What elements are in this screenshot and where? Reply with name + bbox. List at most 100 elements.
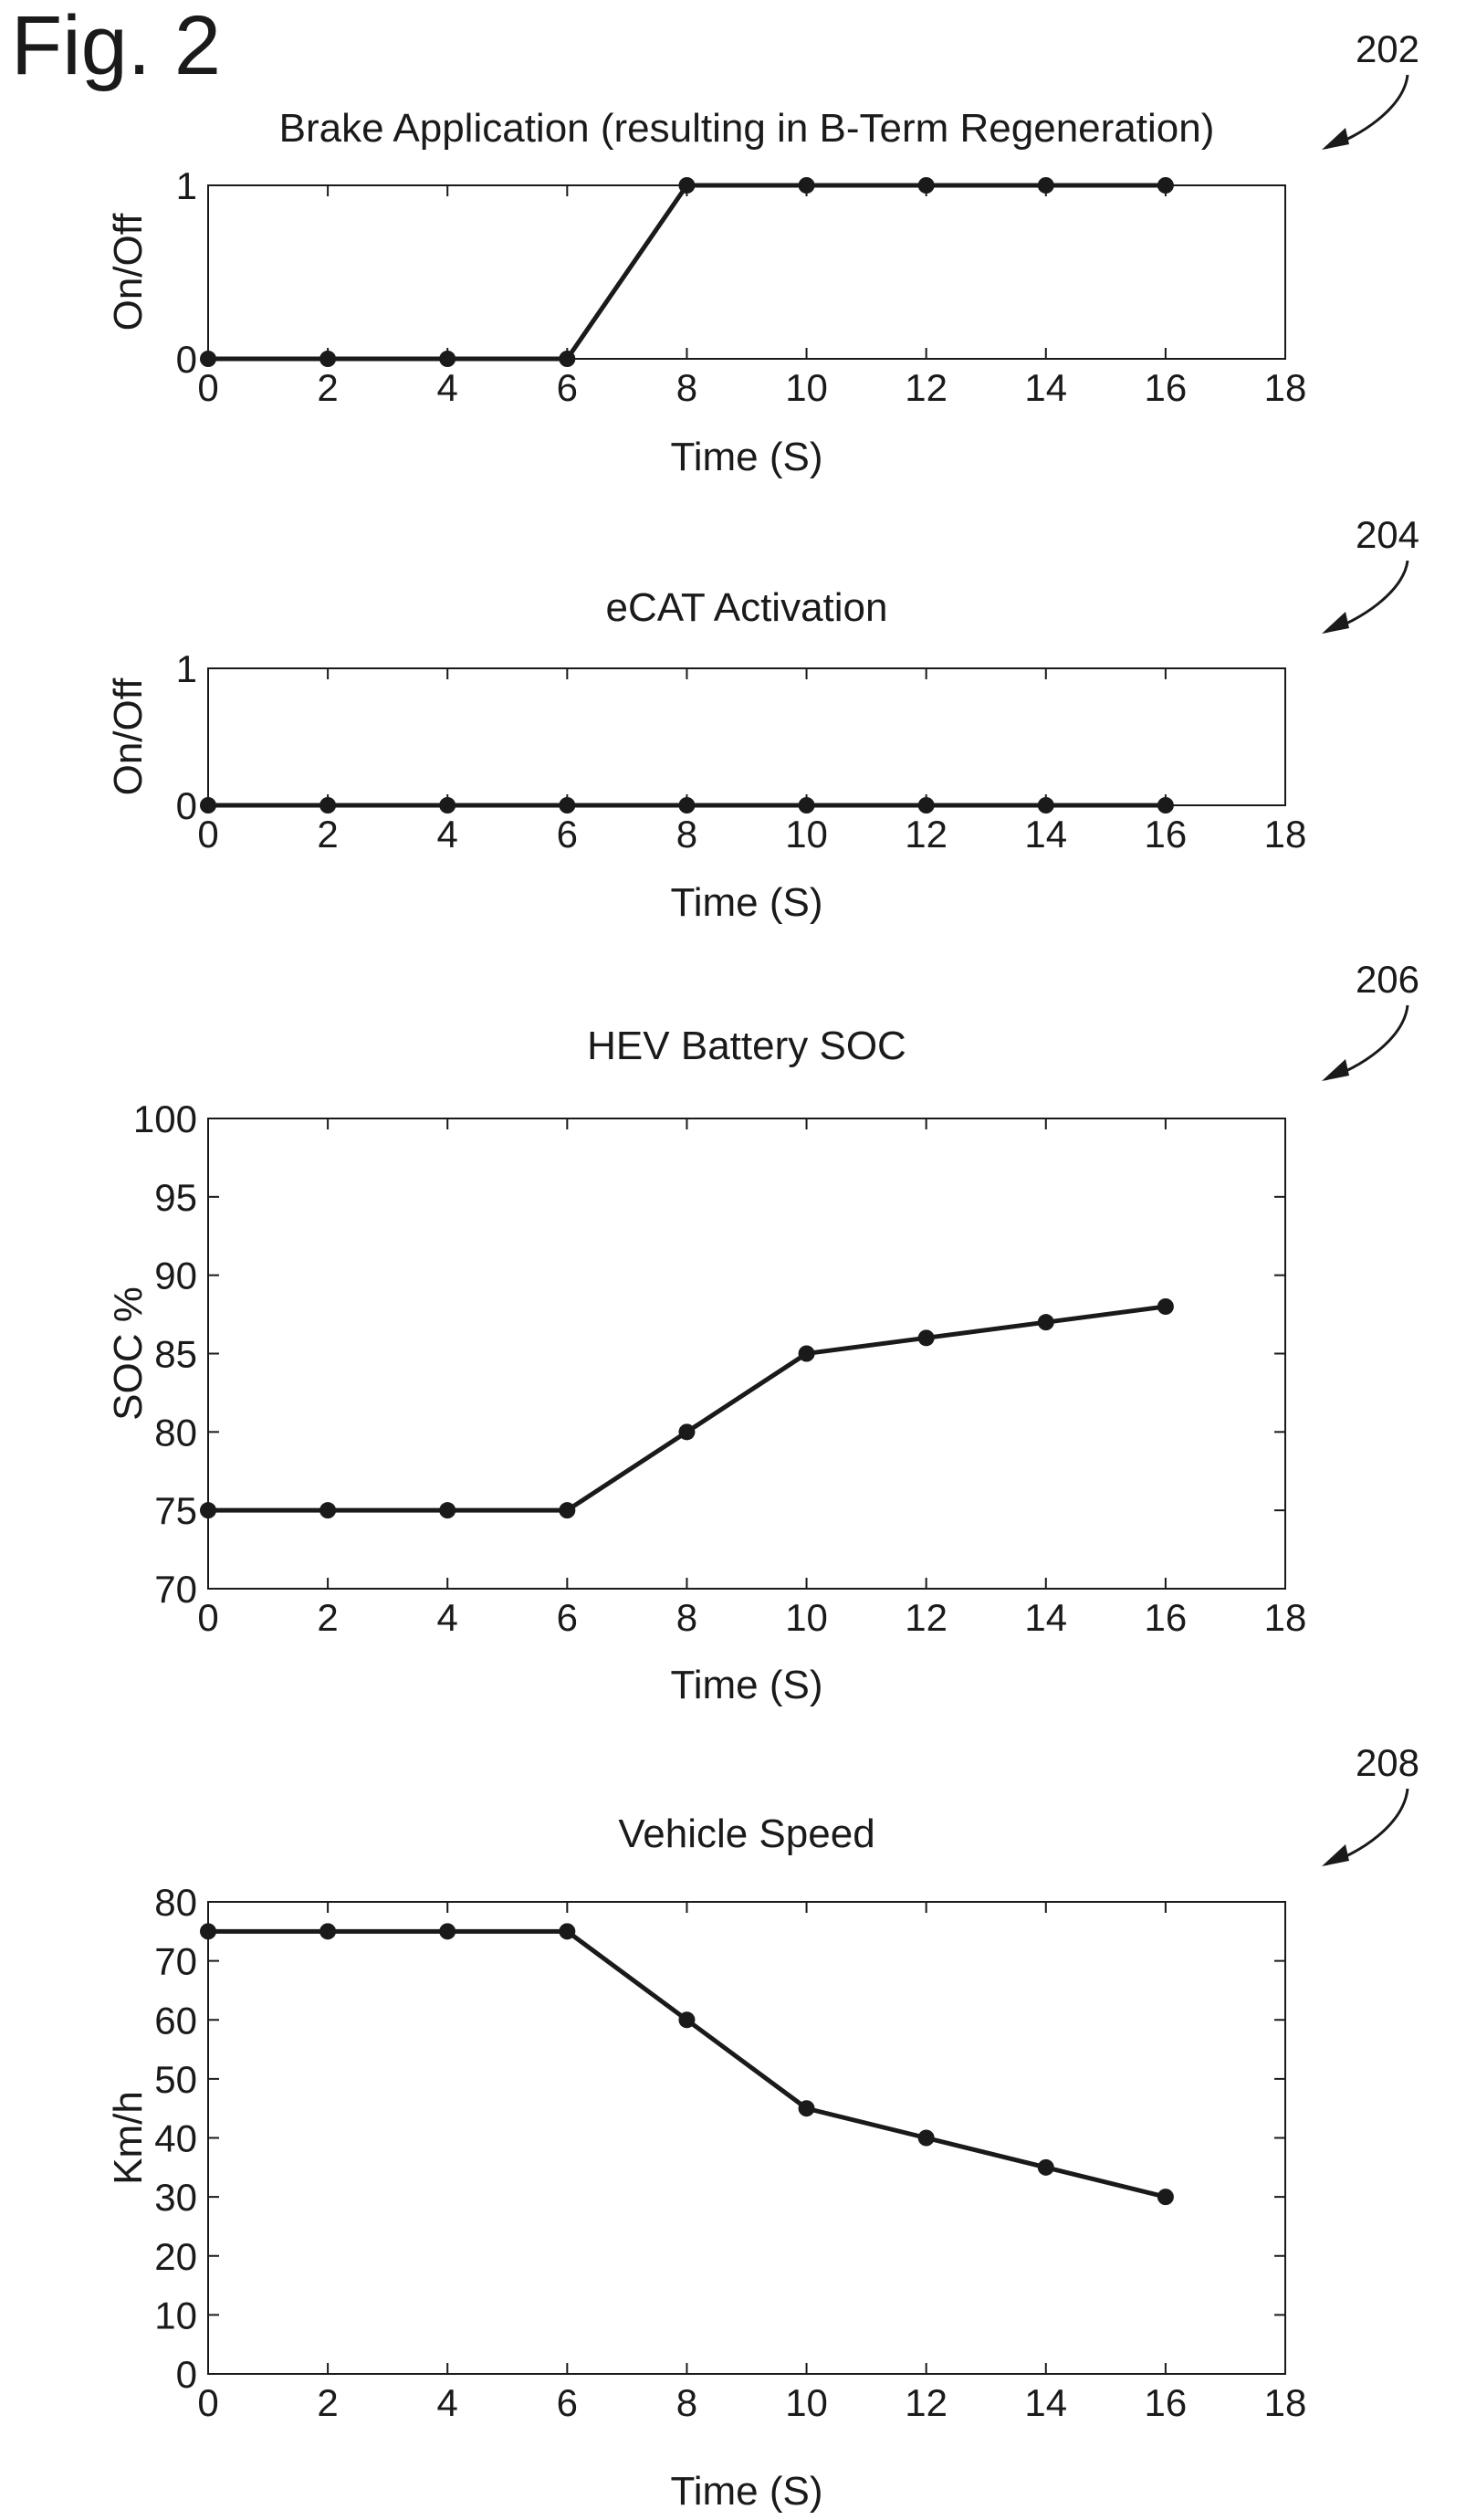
x-axis-label: Time (S) <box>670 2469 822 2514</box>
y-tick-label: 80 <box>154 1881 197 1924</box>
chart-title: Vehicle Speed <box>618 1811 874 1856</box>
x-tick-label: 4 <box>437 366 458 409</box>
x-tick-label: 10 <box>785 1596 828 1639</box>
data-point <box>1157 1298 1174 1315</box>
x-tick-label: 14 <box>1024 2381 1067 2424</box>
data-point <box>319 797 337 814</box>
x-tick-label: 2 <box>317 813 338 856</box>
data-point <box>1157 797 1174 814</box>
y-tick-label: 60 <box>154 1999 197 2042</box>
x-tick-label: 8 <box>676 813 697 856</box>
x-tick-label: 12 <box>905 813 948 856</box>
x-tick-label: 2 <box>317 2381 338 2424</box>
data-point <box>798 1345 815 1362</box>
y-tick-label: 80 <box>154 1411 197 1454</box>
reference-numeral: 202 <box>1356 27 1419 70</box>
data-point <box>200 1502 216 1519</box>
data-point <box>439 1923 456 1940</box>
x-tick-label: 4 <box>437 813 458 856</box>
x-tick-label: 4 <box>437 1596 458 1639</box>
y-axis-label: On/Off <box>106 213 151 331</box>
data-point <box>917 2129 935 2147</box>
x-tick-label: 0 <box>197 2381 218 2424</box>
chart-panel-208: Vehicle Speed 208 0 2 4 6 8 10 12 14 16 18 0 10 20 30 40… <box>106 1741 1419 2514</box>
y-tick-label: 0 <box>176 338 197 381</box>
reference-numeral: 204 <box>1356 513 1419 556</box>
data-point <box>1157 2189 1174 2206</box>
x-tick-label: 10 <box>785 2381 828 2424</box>
series-line <box>208 1304 1167 1513</box>
data-point <box>559 351 576 367</box>
y-tick-label: 50 <box>154 2058 197 2101</box>
data-point <box>1037 2158 1054 2176</box>
reference-arrow-head <box>1322 1059 1349 1081</box>
x-tick-label: 6 <box>557 366 578 409</box>
reference-numeral: 208 <box>1356 1741 1419 1784</box>
x-tick-label: 8 <box>676 2381 697 2424</box>
chart-panel-204: eCAT Activation 204 0 2 4 6 8 10 12 14 16 18 0 1 Time … <box>106 513 1419 925</box>
y-tick-label: 75 <box>154 1489 197 1532</box>
x-tick-label: 0 <box>197 1596 218 1639</box>
x-tick-label: 18 <box>1264 366 1307 409</box>
reference-numeral: 206 <box>1356 958 1419 1001</box>
data-point <box>200 351 216 367</box>
x-tick-label: 6 <box>557 2381 578 2424</box>
x-tick-label: 16 <box>1145 2381 1188 2424</box>
y-tick-label: 40 <box>154 2117 197 2160</box>
x-tick-label: 10 <box>785 813 828 856</box>
x-tick-label: 0 <box>197 813 218 856</box>
x-tick-label: 12 <box>905 2381 948 2424</box>
y-tick-label: 1 <box>176 647 197 690</box>
data-point <box>798 177 815 194</box>
x-tick-label: 12 <box>905 1596 948 1639</box>
data-point <box>319 1923 337 1940</box>
data-point <box>559 1923 576 1940</box>
x-axis-label: Time (S) <box>670 880 822 925</box>
figure-label: Fig. 2 <box>11 0 222 92</box>
data-point <box>200 797 216 814</box>
data-point <box>917 1329 935 1347</box>
x-axis-label: Time (S) <box>670 435 822 479</box>
data-point <box>917 797 935 814</box>
y-tick-label: 1 <box>176 164 197 207</box>
y-tick-label: 100 <box>133 1097 197 1140</box>
x-tick-label: 16 <box>1145 1596 1188 1639</box>
y-tick-label: 70 <box>154 1940 197 1983</box>
x-tick-label: 18 <box>1264 1596 1307 1639</box>
x-tick-label: 16 <box>1145 366 1188 409</box>
data-point <box>798 797 815 814</box>
reference-arrow-head <box>1322 128 1349 150</box>
x-tick-label: 8 <box>676 366 697 409</box>
data-point <box>678 2011 696 2029</box>
data-point <box>439 351 456 367</box>
y-tick-label: 70 <box>154 1568 197 1611</box>
data-point <box>439 797 456 814</box>
plot-frame <box>207 1118 1286 1590</box>
x-tick-label: 14 <box>1024 1596 1067 1639</box>
data-point <box>678 797 696 814</box>
x-axis-label: Time (S) <box>670 1663 822 1707</box>
x-tick-label: 8 <box>676 1596 697 1639</box>
y-tick-label: 10 <box>154 2294 197 2336</box>
data-point <box>439 1502 456 1519</box>
x-tick-label: 10 <box>785 366 828 409</box>
y-tick-label: 20 <box>154 2235 197 2278</box>
reference-arrow-head <box>1322 612 1349 634</box>
x-tick-label: 18 <box>1264 813 1307 856</box>
x-tick-label: 2 <box>317 1596 338 1639</box>
reference-arrow-head <box>1322 1844 1349 1866</box>
x-tick-label: 6 <box>557 813 578 856</box>
x-tick-label: 2 <box>317 366 338 409</box>
x-tick-label: 6 <box>557 1596 578 1639</box>
x-tick-label: 14 <box>1024 366 1067 409</box>
data-point <box>1037 177 1054 194</box>
x-tick-label: 16 <box>1145 813 1188 856</box>
data-point <box>559 797 576 814</box>
y-tick-label: 85 <box>154 1333 197 1376</box>
series-line <box>208 1928 1167 2200</box>
chart-panel-202: Brake Application (resulting in B-Term R… <box>106 27 1419 479</box>
y-axis-label: On/Off <box>106 677 151 796</box>
data-point <box>1037 1314 1054 1331</box>
y-tick-label: 0 <box>176 784 197 827</box>
